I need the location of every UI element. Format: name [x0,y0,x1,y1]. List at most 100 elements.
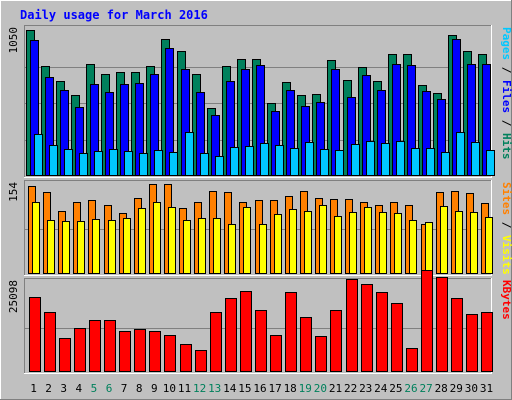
x-tick-label: 25 [389,382,402,395]
bar-pages-day-5 [94,151,103,176]
bar-pages-day-21 [335,150,344,176]
bar-kbytes-day-26 [406,348,418,372]
bar-kbytes-day-14 [225,298,237,372]
chart-title: Daily usage for March 2016 [20,8,208,22]
x-tick-label: 24 [374,382,388,395]
bar-pages-day-4 [79,153,88,176]
x-tick-label: 7 [121,382,128,395]
bar-kbytes-day-12 [195,350,207,372]
legend-label-visits: Visits [500,235,512,275]
bar-sites-day-31 [485,217,493,274]
x-tick-label: 31 [480,382,493,395]
bar-sites-day-3 [62,221,70,274]
bar-kbytes-day-19 [300,317,312,372]
bar-kbytes-day-10 [164,335,176,372]
bar-sites-day-23 [364,207,372,274]
bar-sites-day-26 [409,220,417,274]
bar-sites-day-8 [138,208,146,274]
bar-kbytes-day-25 [391,303,403,372]
x-tick-label: 9 [151,382,158,395]
bar-kbytes-day-17 [270,335,282,372]
legend-label-pages: Pages [500,27,512,60]
bar-pages-day-1 [34,134,43,176]
bar-pages-day-27 [426,148,435,176]
axis-max-label: 154 [7,182,20,202]
axis-max-label: 1050 [7,27,20,54]
bar-sites-day-25 [394,213,402,274]
x-tick-label: 28 [435,382,448,395]
bar-sites-day-11 [183,220,191,274]
bar-pages-day-23 [366,141,375,176]
bar-sites-day-17 [274,214,282,274]
x-tick-label: 29 [450,382,463,395]
x-tick-label: 15 [238,382,251,395]
bar-sites-day-18 [289,209,297,274]
bar-kbytes-day-30 [466,314,478,372]
bar-sites-day-19 [304,211,312,274]
bar-sites-day-30 [470,212,478,274]
legend-requests: Pages / Files / Hits [500,27,512,160]
bar-sites-day-2 [47,220,55,274]
x-tick-label: 1 [30,382,37,395]
bar-sites-day-22 [349,212,357,274]
bar-pages-day-15 [245,146,254,176]
x-tick-label: 8 [136,382,143,395]
bar-pages-day-22 [351,144,360,176]
bar-kbytes-day-8 [134,329,146,372]
x-tick-label: 22 [344,382,357,395]
x-tick-label: 6 [106,382,113,395]
bar-pages-day-24 [381,143,390,176]
bar-sites-day-27 [425,222,433,274]
bar-sites-day-6 [108,220,116,274]
bar-pages-day-19 [305,142,314,176]
bar-sites-day-20 [319,205,327,274]
bar-kbytes-day-11 [180,344,192,372]
bar-pages-day-10 [169,152,178,176]
bar-kbytes-day-31 [481,312,493,372]
x-tick-label: 21 [329,382,342,395]
x-tick-label: 26 [404,382,417,395]
bar-sites-day-10 [168,207,176,274]
x-tick-label: 19 [299,382,312,395]
bar-kbytes-day-2 [44,312,56,372]
bar-kbytes-day-16 [255,310,267,372]
bar-pages-day-8 [139,153,148,176]
bar-kbytes-day-9 [149,331,161,372]
bar-kbytes-day-6 [104,320,116,372]
bar-kbytes-day-20 [315,336,327,372]
panel-requests: 1050 Pages / Files / Hits [7,25,512,178]
x-tick-label: 18 [284,382,297,395]
bar-sites-day-4 [77,221,85,274]
bar-kbytes-day-15 [240,291,252,372]
bar-pages-day-12 [200,153,209,176]
bar-kbytes-day-3 [59,338,71,372]
bar-pages-day-25 [396,141,405,176]
bar-kbytes-day-28 [436,277,448,372]
bar-pages-day-31 [486,150,495,176]
bar-kbytes-day-13 [210,312,222,372]
bar-kbytes-day-21 [330,310,342,372]
panel-visitors: 154 Sites / Visits [7,180,512,276]
bar-pages-day-18 [290,148,299,176]
bar-sites-day-21 [334,216,342,274]
bar-pages-day-13 [215,156,224,176]
legend-kbytes: KBytes [500,280,512,320]
x-tick-label: 17 [268,382,281,395]
legend-label-kbytes: KBytes [500,280,512,320]
x-tick-label: 30 [465,382,478,395]
bar-kbytes-day-18 [285,292,297,372]
legend-label-files: Files [500,80,512,113]
bar-sites-day-15 [243,207,251,274]
bar-sites-day-12 [198,218,206,274]
axis-max-label: 25098 [7,280,20,313]
bar-sites-day-14 [228,224,236,274]
x-tick-label: 27 [419,382,432,395]
legend-label-sites: Sites [500,182,512,215]
bar-pages-day-29 [456,132,465,176]
bar-sites-day-16 [259,224,267,274]
x-tick-label: 14 [223,382,237,395]
bar-pages-day-14 [230,147,239,176]
bar-sites-day-1 [32,202,40,274]
bar-pages-day-9 [154,150,163,176]
x-tick-label: 10 [163,382,176,395]
